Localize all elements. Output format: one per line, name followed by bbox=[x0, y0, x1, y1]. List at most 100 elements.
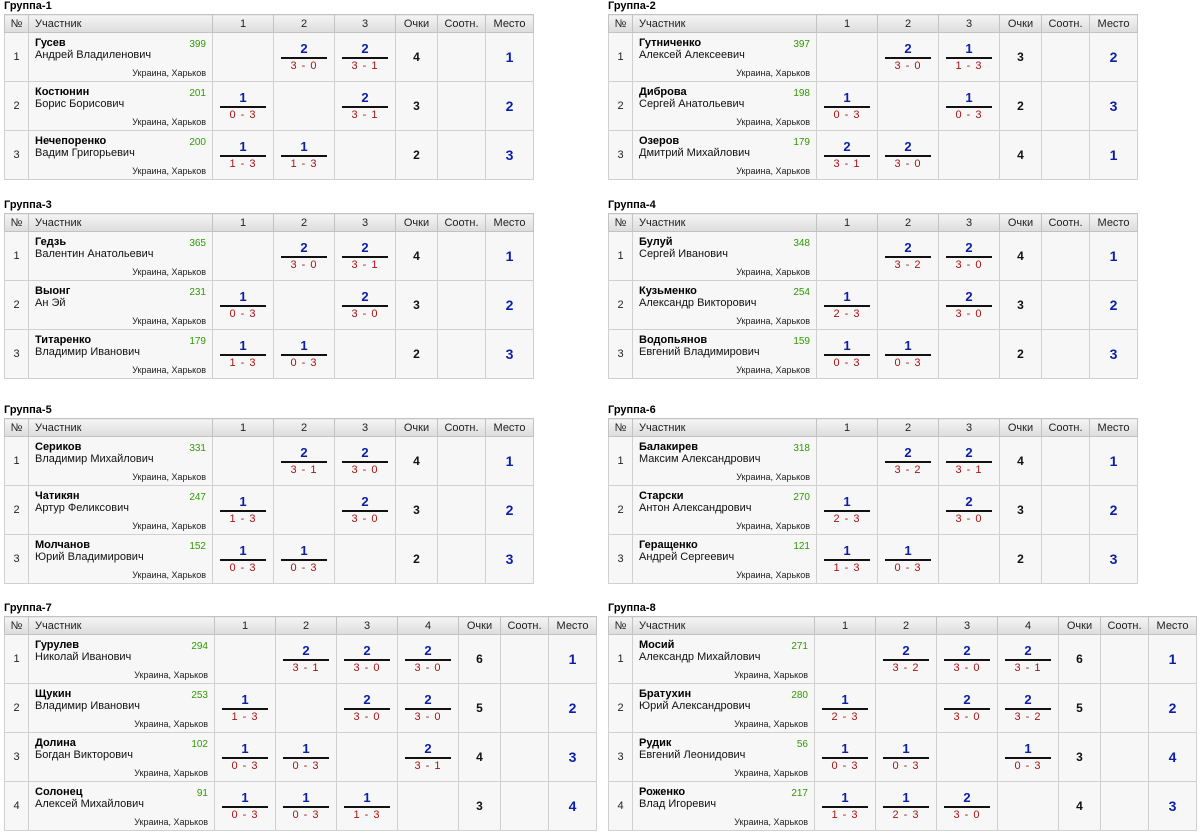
player-surname[interactable]: Гедзь bbox=[35, 236, 67, 248]
match-result[interactable]: 1 1 - 3 bbox=[220, 338, 266, 370]
player-surname[interactable]: Балакирев bbox=[639, 441, 698, 453]
match-result-cell[interactable]: 2 3 - 1 bbox=[397, 732, 459, 782]
match-result[interactable]: 2 3 - 1 bbox=[342, 41, 388, 73]
match-result-cell[interactable]: 2 3 - 1 bbox=[816, 130, 878, 180]
match-result[interactable]: 2 3 - 2 bbox=[885, 240, 931, 272]
match-result-cell[interactable]: 2 3 - 0 bbox=[936, 781, 998, 831]
player-surname[interactable]: Озеров bbox=[639, 135, 680, 147]
match-result[interactable]: 1 0 - 3 bbox=[281, 338, 327, 370]
player-surname[interactable]: Мосий bbox=[639, 639, 675, 651]
player-surname[interactable]: Кузьменко bbox=[639, 285, 697, 297]
match-result-cell[interactable]: 2 3 - 0 bbox=[936, 634, 998, 684]
match-result-cell[interactable]: 1 0 - 3 bbox=[275, 732, 337, 782]
match-result[interactable]: 1 1 - 3 bbox=[946, 41, 992, 73]
match-result-cell[interactable]: 2 3 - 0 bbox=[334, 436, 396, 486]
match-result-cell[interactable]: 1 1 - 3 bbox=[212, 329, 274, 379]
player-surname[interactable]: Сериков bbox=[35, 441, 82, 453]
player-cell[interactable]: Кузьменко Александр Викторович 254 Украина,… bbox=[632, 280, 817, 330]
match-result-cell[interactable]: 2 3 - 0 bbox=[938, 485, 1000, 535]
player-cell[interactable]: Солонец Алексей Михайлович 91 Украина, Харь… bbox=[28, 781, 215, 831]
match-result[interactable]: 2 3 - 0 bbox=[342, 289, 388, 321]
player-surname[interactable]: Диброва bbox=[639, 86, 687, 98]
match-result-cell[interactable]: 1 0 - 3 bbox=[273, 329, 335, 379]
match-result[interactable]: 1 0 - 3 bbox=[885, 338, 931, 370]
match-result[interactable]: 2 3 - 2 bbox=[885, 445, 931, 477]
match-result[interactable]: 2 3 - 1 bbox=[283, 643, 329, 675]
match-result[interactable]: 1 1 - 3 bbox=[220, 494, 266, 526]
match-result[interactable]: 1 0 - 3 bbox=[220, 543, 266, 575]
match-result-cell[interactable]: 1 0 - 3 bbox=[212, 280, 274, 330]
match-result-cell[interactable]: 1 0 - 3 bbox=[212, 81, 274, 131]
match-result-cell[interactable]: 2 3 - 1 bbox=[273, 436, 335, 486]
player-surname[interactable]: Гутниченко bbox=[639, 37, 702, 49]
player-surname[interactable]: Солонец bbox=[35, 786, 83, 798]
match-result-cell[interactable]: 2 3 - 0 bbox=[336, 634, 398, 684]
match-result[interactable]: 2 3 - 1 bbox=[946, 445, 992, 477]
player-surname[interactable]: Выонг bbox=[35, 285, 71, 297]
match-result[interactable]: 2 3 - 0 bbox=[405, 692, 451, 724]
player-surname[interactable]: Титаренко bbox=[35, 334, 92, 346]
match-result[interactable]: 1 0 - 3 bbox=[946, 90, 992, 122]
match-result-cell[interactable]: 1 1 - 3 bbox=[814, 781, 876, 831]
match-result-cell[interactable]: 1 0 - 3 bbox=[816, 329, 878, 379]
match-result[interactable]: 2 3 - 0 bbox=[344, 643, 390, 675]
match-result-cell[interactable]: 1 0 - 3 bbox=[877, 534, 939, 584]
player-cell[interactable]: Роженко Влад Игоревич 217 Украина, Харьков bbox=[632, 781, 815, 831]
match-result[interactable]: 1 0 - 3 bbox=[220, 90, 266, 122]
match-result[interactable]: 1 0 - 3 bbox=[885, 543, 931, 575]
player-cell[interactable]: Гурулев Николай Иванович 294 Украина, Харьк… bbox=[28, 634, 215, 684]
match-result-cell[interactable]: 1 1 - 3 bbox=[214, 683, 276, 733]
match-result[interactable]: 1 0 - 3 bbox=[824, 90, 870, 122]
match-result[interactable]: 2 3 - 0 bbox=[281, 240, 327, 272]
player-cell[interactable]: Выонг Ан Эй 231 Украина, Харьков bbox=[28, 280, 213, 330]
player-cell[interactable]: Мосий Александр Михайлович 271 Украина, Хар… bbox=[632, 634, 815, 684]
match-result-cell[interactable]: 2 3 - 0 bbox=[938, 231, 1000, 281]
player-surname[interactable]: Братухин bbox=[639, 688, 692, 700]
match-result[interactable]: 1 0 - 3 bbox=[822, 741, 868, 773]
match-result[interactable]: 2 3 - 0 bbox=[944, 643, 990, 675]
match-result-cell[interactable]: 2 3 - 2 bbox=[997, 683, 1059, 733]
player-surname[interactable]: Молчанов bbox=[35, 539, 90, 551]
match-result[interactable]: 2 3 - 0 bbox=[342, 494, 388, 526]
match-result-cell[interactable]: 2 3 - 0 bbox=[273, 231, 335, 281]
match-result[interactable]: 1 1 - 3 bbox=[220, 139, 266, 171]
player-cell[interactable]: Водопьянов Евгений Владимирович 159 Украина… bbox=[632, 329, 817, 379]
match-result-cell[interactable]: 2 3 - 0 bbox=[877, 130, 939, 180]
match-result-cell[interactable]: 2 3 - 1 bbox=[938, 436, 1000, 486]
player-cell[interactable]: Долина Богдан Викторович 102 Украина, Харьк… bbox=[28, 732, 215, 782]
match-result[interactable]: 1 1 - 3 bbox=[822, 790, 868, 822]
match-result[interactable]: 1 2 - 3 bbox=[824, 494, 870, 526]
match-result-cell[interactable]: 1 0 - 3 bbox=[938, 81, 1000, 131]
player-surname[interactable]: Водопьянов bbox=[639, 334, 708, 346]
player-surname[interactable]: Чатикян bbox=[35, 490, 80, 502]
match-result[interactable]: 1 2 - 3 bbox=[883, 790, 929, 822]
match-result-cell[interactable]: 2 3 - 0 bbox=[397, 683, 459, 733]
match-result[interactable]: 2 3 - 0 bbox=[405, 643, 451, 675]
match-result[interactable]: 2 3 - 0 bbox=[344, 692, 390, 724]
match-result[interactable]: 2 3 - 0 bbox=[281, 41, 327, 73]
match-result[interactable]: 1 0 - 3 bbox=[281, 543, 327, 575]
match-result-cell[interactable]: 1 0 - 3 bbox=[875, 732, 937, 782]
match-result-cell[interactable]: 1 1 - 3 bbox=[212, 130, 274, 180]
match-result[interactable]: 2 3 - 1 bbox=[342, 240, 388, 272]
match-result-cell[interactable]: 2 3 - 0 bbox=[938, 280, 1000, 330]
player-surname[interactable]: Булуй bbox=[639, 236, 673, 248]
match-result-cell[interactable]: 1 1 - 3 bbox=[938, 32, 1000, 82]
player-surname[interactable]: Долина bbox=[35, 737, 76, 749]
player-surname[interactable]: Костюнин bbox=[35, 86, 90, 98]
match-result[interactable]: 1 1 - 3 bbox=[222, 692, 268, 724]
match-result[interactable]: 1 2 - 3 bbox=[822, 692, 868, 724]
match-result[interactable]: 1 0 - 3 bbox=[220, 289, 266, 321]
match-result[interactable]: 2 3 - 1 bbox=[1005, 643, 1051, 675]
player-cell[interactable]: Рудик Евгений Леонидович 56 Украина, Харько… bbox=[632, 732, 815, 782]
player-cell[interactable]: Чатикян Артур Феликсович 247 Украина, Харьк… bbox=[28, 485, 213, 535]
player-surname[interactable]: Геращенко bbox=[639, 539, 698, 551]
match-result-cell[interactable]: 2 3 - 0 bbox=[397, 634, 459, 684]
player-surname[interactable]: Гурулев bbox=[35, 639, 80, 651]
match-result-cell[interactable]: 1 0 - 3 bbox=[273, 534, 335, 584]
match-result[interactable]: 2 3 - 0 bbox=[946, 240, 992, 272]
match-result-cell[interactable]: 1 0 - 3 bbox=[212, 534, 274, 584]
match-result-cell[interactable]: 2 3 - 1 bbox=[334, 32, 396, 82]
player-surname[interactable]: Нечепоренко bbox=[35, 135, 107, 147]
player-surname[interactable]: Старски bbox=[639, 490, 684, 502]
